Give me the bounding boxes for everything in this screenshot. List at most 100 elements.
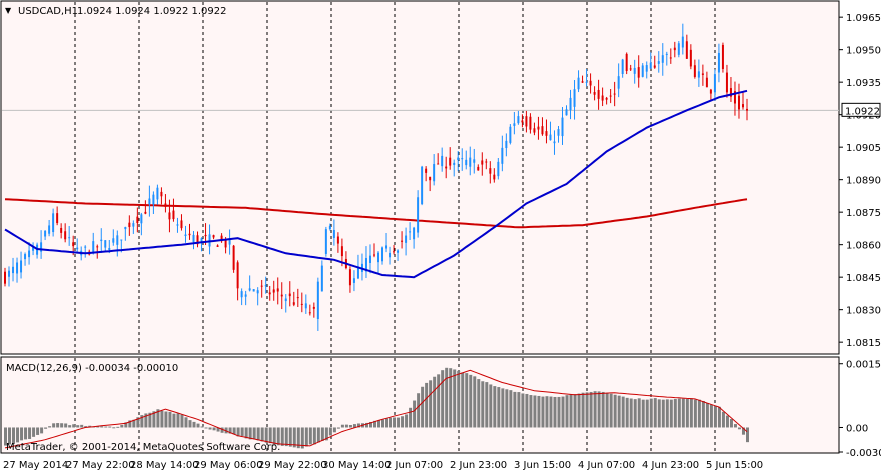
macd-bar <box>108 426 112 428</box>
macd-bar <box>132 419 136 428</box>
candle-body <box>368 255 371 263</box>
price-tick-label: 1.0890 <box>846 176 881 187</box>
macd-bar <box>188 420 192 428</box>
macd-bar <box>68 425 72 428</box>
macd-bar <box>469 374 473 428</box>
macd-bar <box>681 398 685 428</box>
candle-body <box>489 168 492 174</box>
candle-body <box>56 213 59 224</box>
macd-bar <box>525 393 529 428</box>
macd-bar <box>40 427 44 434</box>
macd-bar <box>192 421 196 428</box>
macd-bar <box>405 414 409 428</box>
candle-body <box>152 194 155 205</box>
candle-body <box>120 239 123 241</box>
macd-bar <box>124 422 128 428</box>
price-tick-label: 1.0905 <box>846 143 881 154</box>
candle-body <box>669 57 672 59</box>
candle-body <box>561 117 564 137</box>
chart-menu-icon[interactable]: ▼ <box>5 6 12 15</box>
candle-body <box>425 168 428 173</box>
candle-body <box>292 302 295 305</box>
price-tick-label: 1.0815 <box>846 338 881 349</box>
macd-bar <box>545 396 549 428</box>
candle-body <box>168 212 171 220</box>
macd-bar <box>521 393 525 428</box>
macd-bar <box>685 399 689 428</box>
candle-body <box>629 68 632 70</box>
candle-body <box>601 95 604 101</box>
candle-body <box>569 97 572 111</box>
macd-bar <box>372 420 376 428</box>
candle-body <box>52 213 55 233</box>
macd-bar <box>336 427 340 429</box>
macd-bar <box>172 413 176 428</box>
macd-bar <box>328 427 332 436</box>
candle-body <box>100 239 103 242</box>
candle-body <box>477 166 480 171</box>
macd-axis: 0.00156 0.00 -0.0030 <box>839 360 881 459</box>
candle-body <box>693 65 696 77</box>
macd-bar <box>385 418 389 428</box>
candle-body <box>433 164 436 182</box>
candle-body <box>621 59 624 74</box>
candle-body <box>405 235 408 243</box>
macd-bar <box>713 406 717 428</box>
candle-body <box>28 250 31 258</box>
macd-bar <box>116 426 120 428</box>
macd-bar <box>184 417 188 428</box>
time-tick-label: 27 May 2014 <box>3 460 68 471</box>
candle-body <box>156 187 159 200</box>
macd-bar <box>24 427 28 440</box>
macd-bar <box>465 373 469 428</box>
time-tick-label: 30 May 14:00 <box>322 460 391 471</box>
macd-bar <box>136 417 140 428</box>
macd-bar <box>256 427 260 441</box>
candle-body <box>116 235 119 245</box>
macd-tick-label: 0.00 <box>846 423 868 434</box>
candle-body <box>336 236 339 244</box>
candle-body <box>352 278 355 283</box>
candle-body <box>108 248 111 251</box>
candle-body <box>224 240 227 248</box>
candle-body <box>545 131 548 136</box>
candle-body <box>308 312 311 314</box>
candle-body <box>573 89 576 107</box>
macd-bar <box>160 410 164 428</box>
macd-bar <box>332 427 336 433</box>
candle-body <box>697 71 700 78</box>
candle-body <box>465 159 468 166</box>
candle-body <box>92 241 95 253</box>
macd-bar <box>220 427 224 433</box>
macd-bar <box>377 420 381 428</box>
macd-bar <box>541 396 545 428</box>
macd-bar <box>533 395 537 428</box>
macd-bar <box>12 427 16 445</box>
candle-body <box>268 292 271 295</box>
candle-body <box>340 246 343 257</box>
candle-body <box>284 298 287 302</box>
candle-body <box>581 81 584 83</box>
candle-body <box>204 234 207 237</box>
macd-bar <box>589 391 593 428</box>
candle-body <box>76 247 79 250</box>
candle-body <box>264 285 267 287</box>
macd-bar <box>517 392 521 428</box>
candle-body <box>737 95 740 110</box>
macd-bar <box>112 427 116 429</box>
macd-bar <box>425 382 429 428</box>
macd-bar <box>308 427 312 445</box>
candle-body <box>541 126 544 135</box>
macd-bar <box>501 388 505 428</box>
candle-body <box>104 240 107 248</box>
candle-body <box>637 67 640 78</box>
price-tick-label: 1.0965 <box>846 13 881 24</box>
candle-body <box>525 116 528 127</box>
candle-body <box>176 224 179 226</box>
macd-bar <box>597 391 601 428</box>
candle-body <box>96 246 99 248</box>
macd-bar <box>573 394 577 428</box>
macd-bar <box>505 389 509 428</box>
macd-bar <box>352 424 356 428</box>
candle-body <box>8 270 11 277</box>
